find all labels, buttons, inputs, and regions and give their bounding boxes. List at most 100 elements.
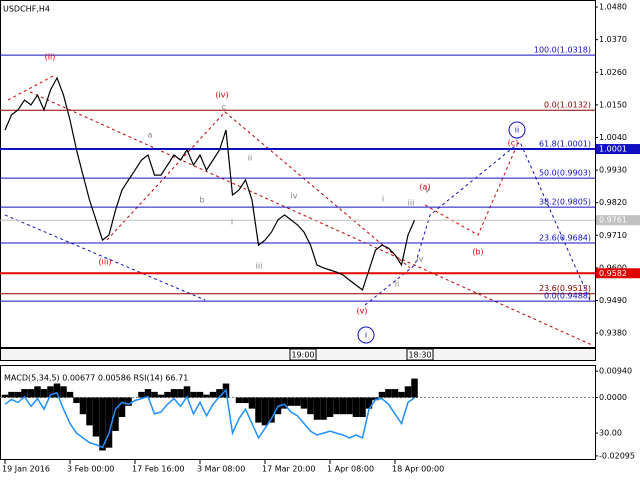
macd-bar [14,391,22,398]
wave-label: iv [291,192,298,201]
macd-bar [385,389,392,398]
macd-bar [281,397,288,409]
macd-bar [86,397,93,426]
trend-line [29,91,593,346]
x-tick-label: 3 Mar 08:00 [197,465,245,474]
macd-bar [125,397,132,406]
macd-bar [66,391,74,398]
wave-circle [357,326,375,344]
macd-bar [53,383,61,398]
macd-bar [216,389,223,398]
macd-bar [8,391,15,398]
macd-bar [203,394,210,398]
macd-bar [1,394,9,398]
x-tick-label: 19 Jan 2016 [2,465,50,474]
wave-label: c [222,103,226,112]
wave-label: i [365,331,367,340]
macd-bar [60,386,67,398]
wave-label: i [382,195,384,204]
fib-label: 38.2(0.9805) [539,198,591,207]
price-box [596,215,640,226]
fib-label: 61.8(1.0001) [539,140,591,149]
wave-label: iii [408,199,415,208]
macd-bar [300,397,308,409]
macd-bar [320,397,327,420]
macd-bar [261,397,269,426]
price-box [596,268,640,279]
macd-bar [157,394,165,398]
macd-bar [151,391,158,398]
y-tick-label: 0.9380 [599,329,627,338]
chart-title: USDCHF,H4 [3,5,50,14]
wave-label: ii [248,154,252,163]
wave-label: a [148,131,153,140]
main-frame [0,0,596,348]
wave-label: (v) [357,307,368,316]
macd-bar [268,397,275,423]
macd-bar [27,389,35,398]
y-tick-label: 1.0260 [599,68,627,77]
macd-bar [118,397,126,417]
macd-bar [21,389,28,398]
macd-bar [47,386,54,398]
y-tick-label: 0.9710 [599,231,627,240]
macd-bar [190,391,197,398]
macd-bar [144,389,152,398]
macd-bar [209,391,217,398]
y2-tick-label: 30.00 [599,429,622,438]
strip-box [289,348,317,361]
trend-line [106,111,411,269]
macd-bar [391,389,399,398]
macd-bar [326,397,334,417]
macd-bar [40,389,48,398]
strip-box [406,348,434,361]
forecast-line [364,141,591,306]
x-tick-label: 1 Apr 08:00 [327,465,374,474]
x-tick-label: 18 Apr 00:00 [392,465,444,474]
macd-bar [287,397,295,406]
macd-bar [164,391,171,398]
macd-bar [248,397,256,409]
trend-line [7,74,56,101]
y-tick-label: 0.9820 [599,198,627,207]
fib-label: 0.0(0.9488) [544,292,591,301]
macd-bar [99,397,106,451]
macd-bar [294,397,301,406]
strip-label: 19:00 [291,351,314,360]
macd-bar [411,378,418,398]
macd-bar [255,397,262,423]
wave-lines [4,74,593,346]
wave-label: (c) [508,139,519,148]
y-tick-label: 1.0370 [599,35,627,44]
macd-bar [404,386,412,398]
y-tick-label: 0.9600 [599,263,627,272]
macd-bar [339,397,347,415]
rsi-line [4,388,415,449]
macd-bar [73,397,80,404]
macd-bar [196,391,204,398]
y-tick-label: 0.9930 [599,166,627,175]
macd-bar [92,397,100,437]
price-box [596,144,640,155]
macd-bar [359,397,366,417]
macd-bar [170,389,178,398]
macd-bar [235,397,243,404]
wave-label: (iv) [215,91,228,100]
macd-bar [307,397,314,415]
macd-bar [346,397,353,415]
wave-circle [508,121,526,139]
wave-label: ii [515,126,519,135]
price-box-label: 0.9582 [599,269,627,278]
macd-bar [352,397,360,417]
wave-label: iv [417,255,424,264]
macd-bar [177,389,184,398]
fib-label: 50.0(0.9903) [539,169,591,178]
wave-label: (b) [472,248,483,257]
trend-line [4,214,206,301]
macd-bar [138,391,145,398]
indicator-frame [0,365,596,460]
wave-label: v [425,186,430,195]
wave-label: i [231,218,233,227]
indicator-title: MACD(5,34,5) 0.00677 0.00586 RSI(14) 66.… [4,374,188,383]
